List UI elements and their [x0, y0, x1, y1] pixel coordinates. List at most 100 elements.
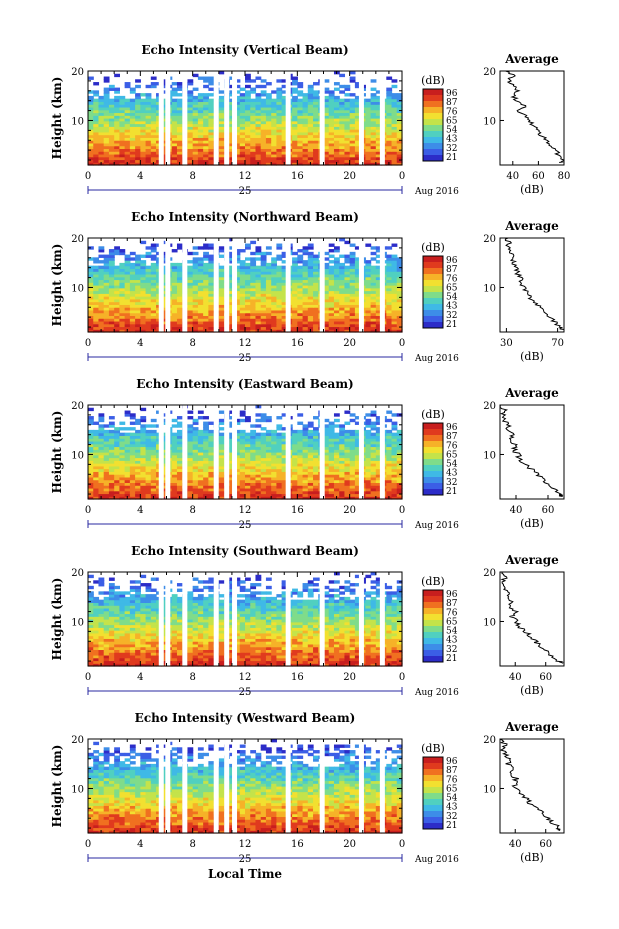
heatmap-cell [344, 454, 351, 459]
heatmap-cell [260, 285, 267, 289]
heatmap-cell [265, 323, 272, 328]
heatmap-cell [281, 151, 288, 155]
heatmap-cell [292, 260, 298, 264]
heatmap-cell [276, 493, 283, 497]
heatmap-cell [197, 298, 204, 303]
heatmap-cell [114, 95, 120, 100]
heatmap-cell [140, 240, 147, 245]
heatmap-cell [145, 293, 152, 297]
heatmap-cell [260, 98, 267, 103]
heatmap-cell [375, 249, 382, 253]
heatmap-cell [203, 131, 209, 136]
heatmap-cell [386, 254, 393, 258]
heatmap-cell [302, 298, 309, 303]
heatmap-cell [129, 98, 136, 103]
heatmap-cell [375, 276, 382, 281]
heatmap-cell [396, 293, 403, 297]
heatmap-cell [271, 262, 277, 267]
heatmap-cell [292, 323, 298, 328]
heatmap-cell [192, 438, 199, 442]
heatmap-cell [271, 142, 277, 147]
heatmap-cell [203, 109, 209, 114]
heatmap-cell [150, 109, 157, 114]
heatmap-cell [218, 318, 225, 322]
heatmap-cell [255, 293, 262, 297]
heatmap-cell [208, 463, 215, 467]
heatmap-cell [386, 454, 393, 459]
heatmap-cell [192, 446, 199, 450]
heatmap-cell [292, 482, 298, 486]
heatmap-cell [114, 482, 120, 486]
panel-title: Echo Intensity (Eastward Beam) [136, 377, 353, 391]
heatmap-cell [93, 454, 100, 459]
heatmap-cell [323, 440, 330, 445]
heatmap-cell [386, 446, 393, 450]
heatmap-cell [370, 487, 377, 492]
heatmap-cell [124, 435, 131, 439]
heatmap-cell [119, 282, 126, 286]
heatmap-cell [365, 115, 372, 119]
heatmap-cell [365, 276, 372, 281]
heatmap-cell [391, 106, 398, 111]
heatmap-cell [276, 323, 283, 328]
heatmap-cell [119, 115, 126, 119]
heatmap-cell [396, 268, 403, 272]
heatmap-cell [292, 487, 298, 492]
heatmap-cell [150, 315, 157, 319]
heatmap-cell [140, 452, 147, 456]
heatmap-cell [375, 159, 382, 163]
heatmap-cell [365, 145, 372, 150]
heatmap-cell [344, 126, 351, 130]
heatmap-cell [135, 137, 141, 141]
heatmap-cell [98, 468, 105, 472]
heatmap-cell [103, 463, 110, 467]
heatmap-cell [208, 260, 215, 264]
heatmap-cell [344, 279, 351, 283]
heatmap-cell [108, 309, 115, 314]
heatmap-cell [313, 115, 319, 119]
heatmap-cell [129, 432, 136, 437]
heatmap-cell [187, 137, 194, 141]
heatmap-cell [98, 112, 105, 116]
heatmap-cell [192, 257, 199, 261]
heatmap-cell [328, 148, 335, 152]
heatmap-cell [370, 268, 377, 272]
heatmap-cell [391, 496, 398, 500]
heatmap-cell [129, 482, 136, 486]
heatmap-cell [386, 487, 393, 492]
heatmap-cell [208, 296, 215, 300]
heatmap-cell [161, 82, 168, 86]
heatmap-cell [176, 290, 183, 294]
heatmap-cell [333, 95, 340, 100]
heatmap-cell [396, 493, 403, 497]
heatmap-cell [354, 435, 361, 439]
heatmap-cell [114, 490, 120, 495]
heatmap-cell [124, 115, 131, 119]
heatmap-cell [245, 438, 251, 442]
heatmap-cell [145, 129, 152, 133]
heatmap-cell [187, 315, 194, 319]
heatmap-cell [171, 496, 178, 500]
heatmap-cell [349, 137, 356, 141]
heatmap-cell [313, 120, 319, 125]
heatmap-cell [176, 465, 183, 470]
heatmap-cell [187, 79, 194, 83]
heatmap-cell [344, 159, 351, 163]
heatmap-cell [396, 279, 403, 283]
heatmap-cell [187, 463, 194, 467]
heatmap-cell [187, 490, 194, 495]
heatmap-cell [245, 106, 251, 111]
heatmap-cell [307, 296, 314, 300]
heatmap-cell [375, 145, 382, 150]
heatmap-cell [135, 271, 141, 275]
heatmap-cell [176, 137, 183, 141]
data-gap [182, 71, 188, 165]
heatmap-cell [386, 315, 393, 319]
heatmap-cell [370, 479, 377, 484]
heatmap-cell [396, 468, 403, 472]
heatmap-cell [297, 298, 304, 303]
heatmap-cell [161, 282, 168, 286]
heatmap-cell [328, 474, 335, 478]
heatmap-cell [114, 285, 120, 289]
heatmap-cell [344, 123, 351, 127]
